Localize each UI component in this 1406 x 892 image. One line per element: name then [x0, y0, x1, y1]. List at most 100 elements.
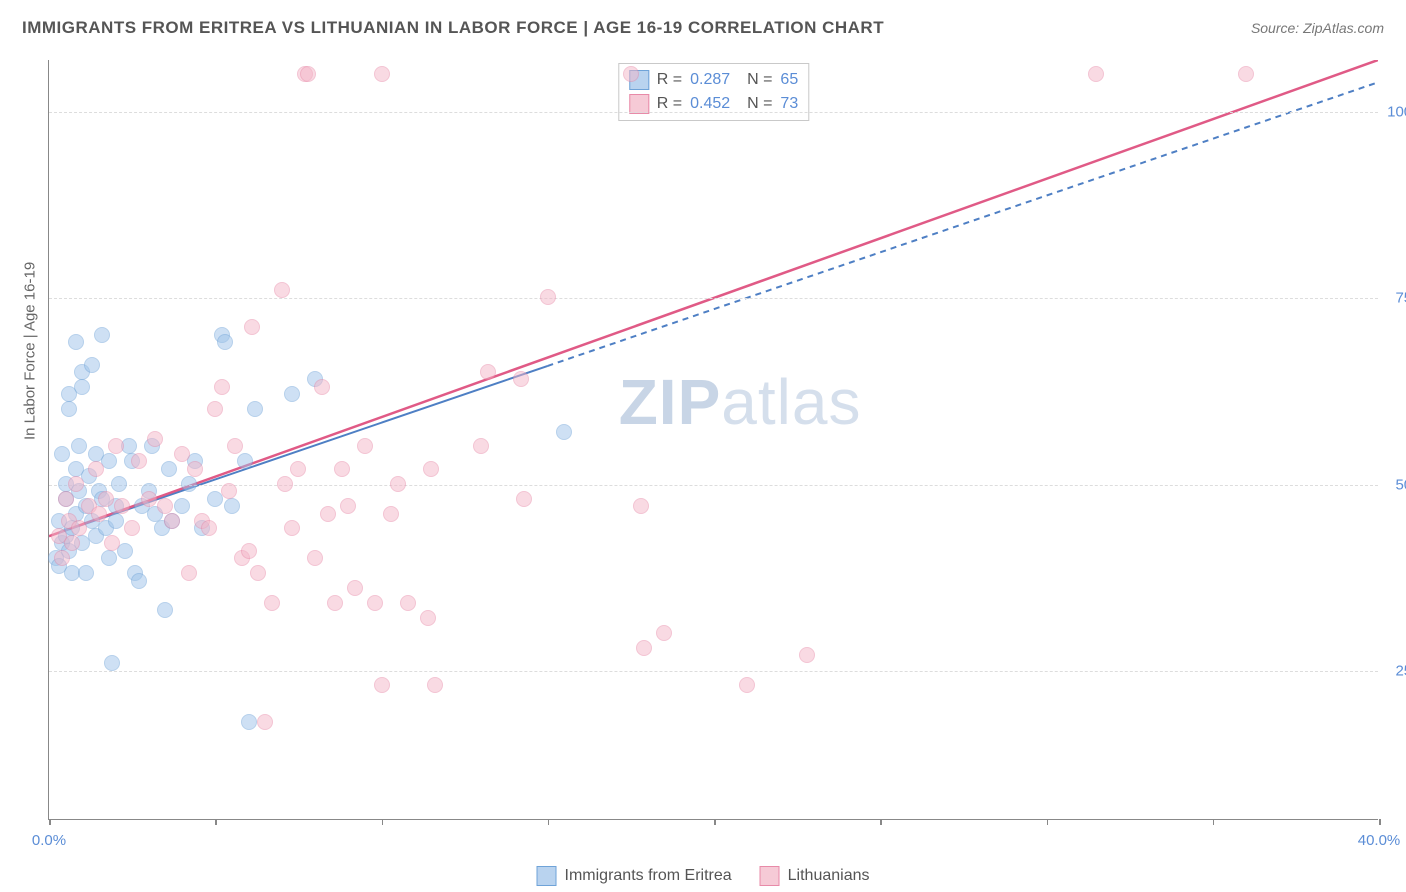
legend-swatch-eritrea	[537, 866, 557, 886]
bottom-legend: Immigrants from Eritrea Lithuanians	[537, 866, 870, 886]
n-value-eritrea: 65	[780, 71, 798, 89]
data-point-eritrea	[108, 513, 124, 529]
data-point-lithuanians	[656, 625, 672, 641]
data-point-lithuanians	[480, 364, 496, 380]
xtick-mark	[714, 819, 716, 825]
xtick-mark	[1047, 819, 1049, 825]
data-point-lithuanians	[314, 379, 330, 395]
data-point-lithuanians	[124, 520, 140, 536]
data-point-eritrea	[104, 655, 120, 671]
data-point-lithuanians	[400, 595, 416, 611]
data-point-lithuanians	[290, 461, 306, 477]
legend-label-lithuanians: Lithuanians	[788, 867, 870, 885]
data-point-eritrea	[237, 453, 253, 469]
xtick-mark	[548, 819, 550, 825]
legend-swatch-lithuanians	[760, 866, 780, 886]
data-point-lithuanians	[201, 520, 217, 536]
y-axis-label: In Labor Force | Age 16-19	[22, 262, 39, 440]
watermark-bold: ZIP	[619, 366, 722, 438]
data-point-lithuanians	[108, 438, 124, 454]
data-point-eritrea	[181, 476, 197, 492]
ytick-label: 100.0%	[1387, 104, 1406, 121]
data-point-lithuanians	[68, 476, 84, 492]
xtick-mark	[1379, 819, 1381, 825]
stats-row-eritrea: R = 0.287 N = 65	[629, 68, 798, 92]
data-point-eritrea	[71, 438, 87, 454]
data-point-eritrea	[74, 379, 90, 395]
data-point-lithuanians	[347, 580, 363, 596]
data-point-eritrea	[217, 334, 233, 350]
data-point-eritrea	[157, 602, 173, 618]
data-point-lithuanians	[141, 491, 157, 507]
data-point-lithuanians	[64, 535, 80, 551]
data-point-lithuanians	[264, 595, 280, 611]
data-point-lithuanians	[181, 565, 197, 581]
data-point-eritrea	[174, 498, 190, 514]
data-point-lithuanians	[244, 319, 260, 335]
ytick-label: 25.0%	[1395, 662, 1406, 679]
data-point-lithuanians	[473, 438, 489, 454]
data-point-lithuanians	[241, 543, 257, 559]
xtick-mark	[1213, 819, 1215, 825]
data-point-eritrea	[284, 386, 300, 402]
data-point-lithuanians	[383, 506, 399, 522]
data-point-lithuanians	[1238, 66, 1254, 82]
data-point-lithuanians	[374, 677, 390, 693]
data-point-lithuanians	[633, 498, 649, 514]
xtick-mark	[880, 819, 882, 825]
data-point-eritrea	[111, 476, 127, 492]
data-point-lithuanians	[277, 476, 293, 492]
data-point-eritrea	[247, 401, 263, 417]
data-point-lithuanians	[327, 595, 343, 611]
data-point-lithuanians	[340, 498, 356, 514]
legend-item-eritrea: Immigrants from Eritrea	[537, 866, 732, 886]
data-point-eritrea	[94, 327, 110, 343]
data-point-lithuanians	[250, 565, 266, 581]
swatch-lithuanians	[629, 94, 649, 114]
data-point-lithuanians	[164, 513, 180, 529]
data-point-lithuanians	[187, 461, 203, 477]
watermark-rest: atlas	[721, 366, 861, 438]
data-point-lithuanians	[357, 438, 373, 454]
trend-lines	[49, 60, 1378, 819]
n-value-lithuanians: 73	[780, 95, 798, 113]
data-point-lithuanians	[739, 677, 755, 693]
data-point-lithuanians	[174, 446, 190, 462]
legend-item-lithuanians: Lithuanians	[760, 866, 870, 886]
data-point-lithuanians	[427, 677, 443, 693]
data-point-lithuanians	[98, 491, 114, 507]
title-bar: IMMIGRANTS FROM ERITREA VS LITHUANIAN IN…	[22, 18, 1384, 38]
data-point-lithuanians	[374, 66, 390, 82]
data-point-lithuanians	[71, 520, 87, 536]
data-point-lithuanians	[58, 491, 74, 507]
data-point-lithuanians	[91, 506, 107, 522]
xtick-mark	[215, 819, 217, 825]
xtick-mark	[382, 819, 384, 825]
data-point-lithuanians	[390, 476, 406, 492]
data-point-lithuanians	[420, 610, 436, 626]
data-point-lithuanians	[284, 520, 300, 536]
xtick-label: 0.0%	[32, 832, 66, 849]
chart-title: IMMIGRANTS FROM ERITREA VS LITHUANIAN IN…	[22, 18, 884, 38]
data-point-eritrea	[68, 334, 84, 350]
data-point-lithuanians	[227, 438, 243, 454]
data-point-lithuanians	[423, 461, 439, 477]
data-point-eritrea	[241, 714, 257, 730]
xtick-mark	[49, 819, 51, 825]
xtick-label: 40.0%	[1358, 832, 1401, 849]
gridline-h	[49, 671, 1378, 672]
data-point-lithuanians	[131, 453, 147, 469]
data-point-eritrea	[61, 401, 77, 417]
r-value-eritrea: 0.287	[690, 71, 730, 89]
gridline-h	[49, 485, 1378, 486]
ytick-label: 75.0%	[1395, 290, 1406, 307]
gridline-h	[49, 298, 1378, 299]
data-point-lithuanians	[636, 640, 652, 656]
data-point-lithuanians	[307, 550, 323, 566]
data-point-eritrea	[84, 357, 100, 373]
data-point-lithuanians	[1088, 66, 1104, 82]
data-point-lithuanians	[334, 461, 350, 477]
data-point-eritrea	[556, 424, 572, 440]
data-point-lithuanians	[513, 371, 529, 387]
data-point-lithuanians	[104, 535, 120, 551]
